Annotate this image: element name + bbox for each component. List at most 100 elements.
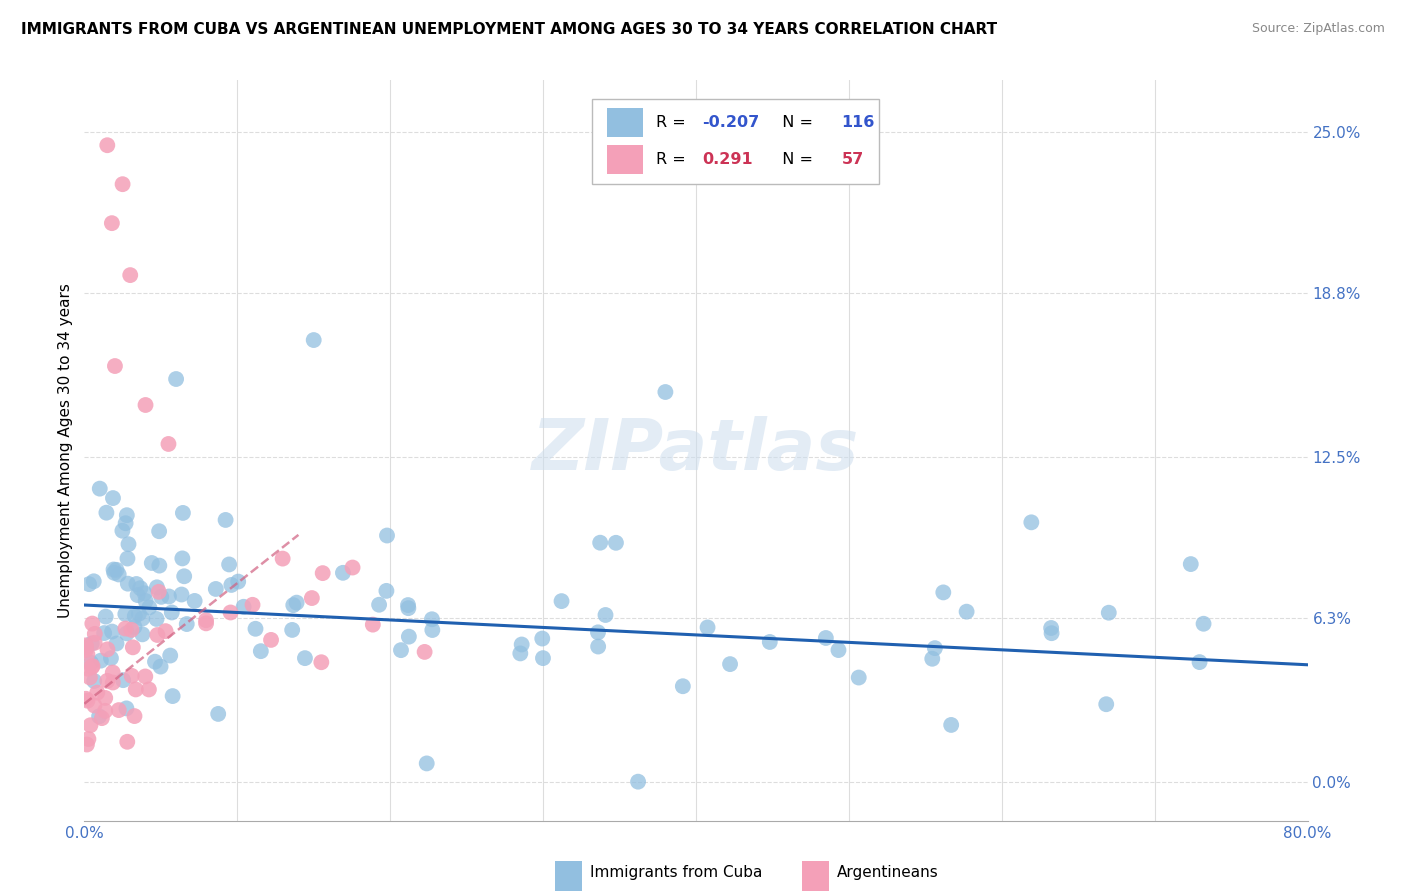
Point bbox=[146, 580, 169, 594]
Point bbox=[396, 598, 419, 612]
Point bbox=[80, 656, 103, 670]
Point bbox=[420, 623, 443, 637]
Text: Source: ZipAtlas.com: Source: ZipAtlas.com bbox=[1251, 22, 1385, 36]
Point bbox=[114, 516, 136, 531]
Point bbox=[77, 662, 100, 676]
Point bbox=[301, 591, 323, 605]
Point bbox=[148, 585, 170, 599]
Point bbox=[80, 636, 103, 650]
Point bbox=[172, 506, 194, 520]
Point bbox=[814, 631, 837, 645]
Text: 116: 116 bbox=[842, 115, 875, 130]
Point bbox=[107, 703, 129, 717]
Bar bbox=[606, 145, 644, 174]
Point bbox=[115, 626, 138, 640]
Point bbox=[170, 588, 193, 602]
Point bbox=[150, 590, 173, 604]
Point bbox=[172, 551, 194, 566]
Point bbox=[101, 665, 124, 680]
Point bbox=[176, 617, 198, 632]
Point bbox=[111, 177, 134, 191]
Point bbox=[79, 718, 101, 732]
Point bbox=[117, 537, 139, 551]
Point bbox=[138, 600, 160, 615]
Point bbox=[143, 655, 166, 669]
Point bbox=[76, 738, 98, 752]
Point bbox=[82, 616, 104, 631]
Point bbox=[226, 574, 249, 589]
Point bbox=[332, 566, 354, 580]
Point bbox=[134, 669, 156, 683]
Point bbox=[114, 607, 136, 621]
Point bbox=[368, 598, 391, 612]
Point bbox=[129, 581, 152, 595]
Point bbox=[75, 691, 97, 706]
Point bbox=[145, 612, 167, 626]
Point bbox=[271, 551, 294, 566]
Point bbox=[134, 586, 156, 600]
Point bbox=[94, 690, 117, 705]
Point bbox=[114, 622, 136, 636]
Point bbox=[1021, 516, 1043, 530]
Point bbox=[1098, 606, 1121, 620]
Point bbox=[107, 567, 129, 582]
Point bbox=[124, 609, 146, 624]
Text: R =: R = bbox=[655, 152, 690, 167]
Point bbox=[75, 638, 97, 652]
Point bbox=[924, 641, 946, 656]
Point bbox=[245, 622, 267, 636]
Point bbox=[83, 673, 105, 688]
Point bbox=[148, 558, 170, 573]
Point bbox=[94, 704, 117, 718]
Text: 0.291: 0.291 bbox=[702, 152, 752, 167]
Point bbox=[138, 682, 160, 697]
Point bbox=[141, 556, 163, 570]
Point bbox=[605, 536, 627, 550]
Point bbox=[111, 524, 134, 538]
Point bbox=[90, 654, 112, 668]
Point bbox=[396, 601, 419, 615]
Point bbox=[509, 647, 531, 661]
Point bbox=[83, 698, 105, 713]
Text: Argentineans: Argentineans bbox=[837, 865, 938, 880]
Point bbox=[1040, 621, 1063, 635]
Point bbox=[101, 491, 124, 505]
Point bbox=[848, 671, 870, 685]
Point bbox=[195, 613, 218, 627]
Point bbox=[115, 508, 138, 523]
Point bbox=[121, 669, 143, 683]
Point bbox=[204, 582, 226, 596]
Point bbox=[103, 566, 125, 580]
Point bbox=[165, 372, 187, 386]
Point bbox=[595, 607, 617, 622]
Point bbox=[510, 638, 533, 652]
Bar bbox=[803, 862, 830, 891]
Point bbox=[112, 673, 135, 688]
Point bbox=[80, 660, 103, 674]
Point bbox=[173, 569, 195, 583]
Point bbox=[117, 735, 139, 749]
Point bbox=[120, 623, 142, 637]
Point bbox=[117, 576, 139, 591]
Point bbox=[1040, 626, 1063, 640]
Point bbox=[654, 384, 676, 399]
Point bbox=[285, 596, 308, 610]
Text: -0.207: -0.207 bbox=[702, 115, 759, 130]
Point bbox=[398, 630, 420, 644]
Point bbox=[1180, 557, 1202, 571]
Point bbox=[183, 594, 205, 608]
Point bbox=[83, 627, 105, 641]
Point bbox=[311, 655, 333, 669]
Point bbox=[128, 607, 150, 621]
Point bbox=[160, 606, 183, 620]
Point bbox=[77, 731, 100, 746]
Point bbox=[131, 627, 153, 641]
Point bbox=[955, 605, 977, 619]
Point bbox=[1188, 655, 1211, 669]
Point bbox=[101, 675, 124, 690]
Point bbox=[125, 682, 148, 697]
Point bbox=[77, 577, 100, 591]
Point bbox=[148, 524, 170, 539]
Point bbox=[127, 588, 149, 602]
Point bbox=[361, 617, 384, 632]
